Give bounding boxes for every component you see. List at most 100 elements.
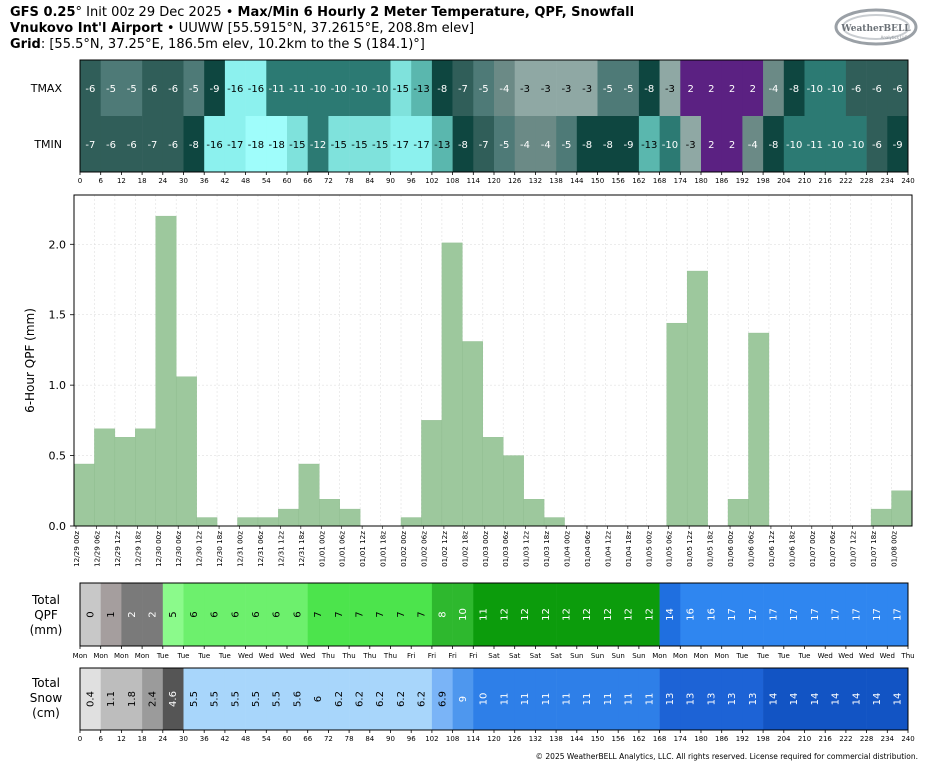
temperature-value: -8: [437, 84, 447, 95]
strip-value: 6: [313, 696, 324, 702]
temperature-cell: [763, 60, 785, 116]
strip-cell: [266, 668, 288, 730]
temperature-cell: [390, 116, 412, 172]
temperature-value: -7: [479, 140, 489, 151]
x-tick-label: 198: [756, 177, 769, 185]
strip-value: 6.2: [354, 691, 365, 707]
strip-cell: [224, 583, 246, 646]
x-tick-label: 192: [736, 177, 749, 185]
x-tick-label: 150: [591, 177, 604, 185]
temperature-value: -5: [561, 140, 571, 151]
strip-value: 2: [127, 611, 138, 617]
strip-value: 12: [561, 608, 572, 621]
temperature-value: -10: [662, 140, 678, 151]
strip-value: 6: [189, 611, 200, 617]
strip-cell: [576, 668, 598, 730]
strip-value: 13: [686, 693, 697, 706]
x-tick-label: 01/06 18z: [787, 531, 796, 567]
temperature-value: -10: [786, 140, 802, 151]
strip-cell: [287, 583, 308, 646]
x-tick-label: 108: [446, 735, 459, 743]
strip-value: 17: [748, 608, 759, 621]
x-tick-label: 192: [736, 735, 749, 743]
strip-cell: [514, 583, 536, 646]
strip-value: 14: [810, 693, 821, 706]
strip-value: 11: [644, 693, 655, 706]
temperature-value: -15: [393, 84, 409, 95]
strip-value: 17: [831, 608, 842, 621]
temperature-value: -8: [644, 84, 654, 95]
temperature-cell: [411, 116, 433, 172]
strip-cell: [701, 583, 722, 646]
x-tick-label: 01/01 18z: [379, 531, 388, 567]
x-tick-label: 01/03 12z: [522, 531, 531, 567]
temperature-value: 2: [708, 84, 714, 95]
qpf-bar: [482, 437, 504, 527]
chart-header: GFS 0.25° Init 00z 29 Dec 2025 • Max/Min…: [10, 5, 810, 53]
strip-cell: [721, 668, 743, 730]
y-axis-label: 6-Hour QPF (mm): [23, 308, 37, 413]
temperature-value: -15: [331, 140, 347, 151]
day-label: Tue: [798, 652, 811, 660]
x-tick-label: 01/06 06z: [746, 531, 755, 567]
temperature-value: -10: [827, 84, 843, 95]
strip-cell: [804, 583, 826, 646]
strip-value: 16: [706, 608, 717, 621]
strip-value: 17: [810, 608, 821, 621]
strip-cell: [162, 668, 184, 730]
x-tick-label: 6: [98, 177, 103, 185]
temperature-cell: [763, 116, 785, 172]
qpf-bar: [278, 508, 300, 527]
strip-value: 6: [210, 611, 221, 617]
temperature-cell: [576, 60, 598, 116]
day-label: Mon: [114, 652, 129, 660]
x-tick-label: 168: [653, 735, 666, 743]
temperature-value: -5: [106, 84, 116, 95]
x-tick-label: 186: [715, 735, 729, 743]
x-tick-label: 12/29 18z: [133, 531, 142, 567]
strip-value: 5.5: [230, 691, 241, 707]
strip-value: 12: [624, 608, 635, 621]
strip-cell: [804, 668, 826, 730]
x-tick-label: 222: [839, 735, 852, 743]
x-tick-label: 228: [860, 735, 873, 743]
day-label: Fri: [428, 652, 436, 660]
x-tick-label: 84: [365, 735, 374, 743]
x-tick-label: 18: [138, 735, 147, 743]
strip-cell: [390, 583, 412, 646]
strip-value: 6: [251, 611, 262, 617]
strip-cell: [349, 668, 371, 730]
day-label: Mon: [673, 652, 688, 660]
temperature-value: -16: [248, 84, 264, 95]
temperature-value: -8: [603, 140, 613, 151]
qpf-bar: [73, 463, 95, 527]
temperature-cell: [80, 116, 101, 172]
x-tick-label: 01/07 00z: [808, 531, 817, 567]
qpf-bar: [319, 499, 340, 527]
strip-cell: [887, 583, 909, 646]
strip-cell: [431, 668, 453, 730]
strip-value: 1.8: [127, 691, 138, 707]
temperature-cell: [162, 60, 184, 116]
strip-value: 17: [872, 608, 883, 621]
y-tick-label: 0.5: [49, 450, 67, 463]
strip-cell: [452, 583, 474, 646]
x-tick-label: 96: [407, 177, 416, 185]
temperature-cell: [680, 60, 702, 116]
temperature-cell: [328, 116, 350, 172]
qpf-bar: [400, 517, 422, 527]
temperature-value: -10: [331, 84, 347, 95]
x-tick-label: 240: [901, 735, 914, 743]
copyright: © 2025 WeatherBELL Analytics, LLC. All r…: [536, 752, 918, 761]
temperature-cell: [783, 60, 805, 116]
day-label: Thu: [383, 652, 397, 660]
strip-value: 11: [479, 608, 490, 621]
strip-cell: [763, 668, 785, 730]
temperature-cell: [369, 116, 391, 172]
strip-value: 6: [230, 611, 241, 617]
strip-value: 11: [541, 693, 552, 706]
qpf-bar: [339, 508, 361, 527]
x-tick-label: 0: [78, 177, 82, 185]
day-label: Wed: [818, 652, 833, 660]
strip-cell: [142, 583, 164, 646]
